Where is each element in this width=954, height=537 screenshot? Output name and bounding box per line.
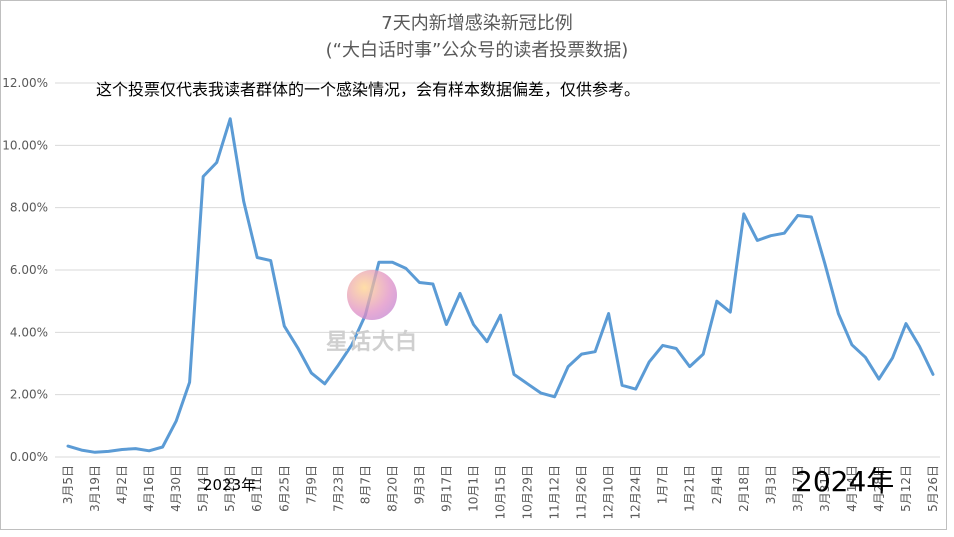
x-tick-label: 4月30日	[169, 465, 183, 512]
x-tick-label: 8月20日	[385, 465, 399, 512]
x-tick-label: 1月7日	[656, 465, 670, 504]
x-tick-label: 4月28日	[872, 465, 886, 512]
x-tick-label: 12月10日	[602, 465, 616, 520]
x-tick-label: 5月28日	[223, 465, 237, 512]
chart-subtitle: (“大白话时事”公众号的读者投票数据)	[325, 40, 629, 61]
x-tick-label: 4月14日	[845, 465, 859, 512]
y-tick-label: 4.00%	[10, 325, 48, 339]
x-tick-label: 3月31日	[818, 465, 832, 512]
y-tick-label: 0.00%	[10, 450, 48, 464]
year-2023-label: 2023年	[203, 476, 257, 494]
chart-frame	[0, 0, 947, 530]
y-tick-label: 12.00%	[2, 76, 48, 90]
x-tick-label: 11月12日	[548, 465, 562, 520]
x-tick-label: 3月19日	[88, 465, 102, 512]
x-tick-label: 10月29日	[521, 465, 535, 520]
x-tick-label: 6月11日	[250, 465, 264, 512]
x-tick-label: 3月3日	[764, 465, 778, 504]
y-tick-label: 8.00%	[10, 201, 48, 215]
series-line	[66, 117, 935, 454]
x-tick-label: 9月17日	[439, 465, 453, 512]
y-tick-label: 2.00%	[10, 388, 48, 402]
x-tick-label: 2月18日	[737, 465, 751, 512]
x-tick-label: 10月1日	[467, 465, 481, 512]
year-2024-label: 2024年	[795, 465, 895, 498]
x-tick-label: 4月16日	[142, 465, 156, 512]
x-tick-label: 12月24日	[629, 465, 643, 520]
x-tick-label: 2月4日	[710, 465, 724, 504]
x-tick-label: 4月2日	[115, 465, 129, 504]
y-tick-label: 10.00%	[2, 138, 48, 152]
x-tick-label: 1月21日	[683, 465, 697, 512]
x-tick-label: 5月26日	[926, 465, 940, 512]
x-tick-label: 8月7日	[358, 465, 372, 504]
x-tick-label: 7月23日	[331, 465, 345, 512]
watermark-text: 星话大白	[325, 330, 418, 355]
x-tick-label: 5月14日	[196, 465, 210, 512]
watermark: 星话大白	[322, 270, 422, 356]
chart-title: 7天内新增感染新冠比例	[381, 13, 573, 34]
x-tick-label: 9月3日	[412, 465, 426, 504]
x-tick-label: 7月9日	[304, 465, 318, 504]
x-tick-label: 11月26日	[575, 465, 589, 520]
chart-note: 这个投票仅代表我读者群体的一个感染情况，会有样本数据偏差，仅供参考。	[96, 80, 641, 99]
x-tick-label: 3月17日	[791, 465, 805, 512]
x-tick-label: 5月12日	[899, 465, 913, 512]
x-tick-label: 10月15日	[494, 465, 508, 520]
x-tick-label: 3月5日	[61, 465, 75, 504]
x-tick-label: 6月25日	[277, 465, 291, 512]
watermark-logo-icon	[347, 270, 397, 320]
y-tick-label: 6.00%	[10, 263, 48, 277]
